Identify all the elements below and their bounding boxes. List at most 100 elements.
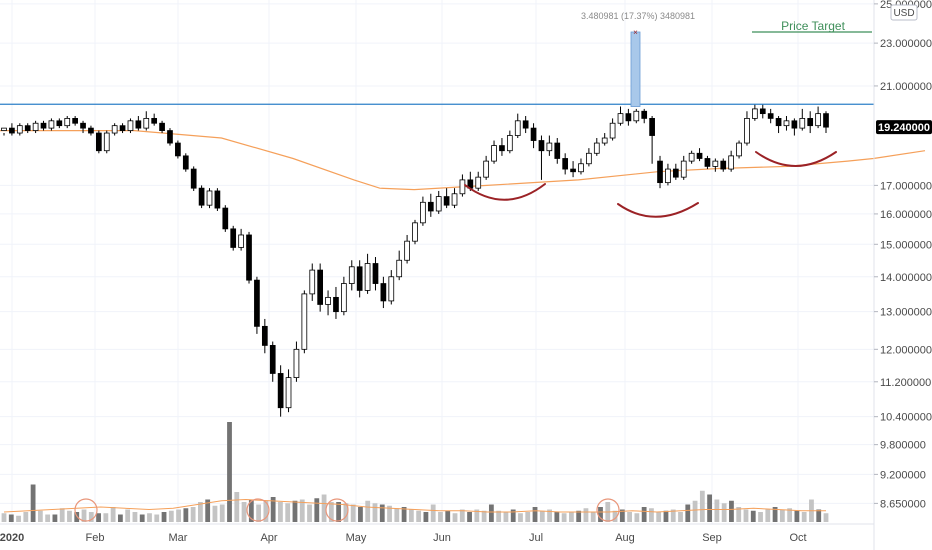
- candle-body-down: [356, 266, 363, 291]
- volume-bar: [816, 509, 822, 522]
- candle-body-up: [728, 155, 735, 170]
- candle: [506, 130, 513, 154]
- candle: [198, 185, 205, 209]
- candle: [48, 118, 55, 131]
- candle: [333, 286, 339, 319]
- volume-bar: [525, 512, 531, 522]
- volume-bar: [794, 510, 800, 522]
- volume-bar: [343, 503, 349, 522]
- candle: [95, 130, 102, 154]
- candle-body-down: [198, 187, 205, 206]
- candle: [759, 104, 766, 119]
- volume-bar: [292, 500, 298, 522]
- currency-label: USD: [893, 8, 914, 19]
- candle: [167, 128, 173, 146]
- candle: [80, 120, 86, 134]
- price-axis[interactable]: 25.00000023.00000021.00000017.00000016.0…: [873, 0, 932, 550]
- candle-body-down: [704, 158, 711, 167]
- candle: [593, 138, 600, 156]
- volume-bar: [16, 515, 21, 522]
- candle: [823, 111, 829, 134]
- candle-body-up: [435, 196, 442, 212]
- volume-bar: [663, 510, 669, 522]
- candle-body-up: [799, 118, 806, 129]
- candle: [459, 174, 466, 197]
- candle-body-down: [269, 345, 276, 374]
- volume-marker-circle: [246, 498, 270, 522]
- price-tick-label: 21.000000: [880, 81, 932, 93]
- volume-bar: [619, 509, 625, 522]
- candle-body-up: [48, 120, 55, 129]
- volume-bar: [321, 494, 327, 522]
- price-tick-label: 11.200000: [880, 377, 931, 389]
- candle: [277, 365, 284, 417]
- volume-bar: [285, 503, 291, 522]
- date-tick-label: Jun: [433, 532, 451, 544]
- volume-bar: [714, 499, 720, 522]
- candle-body-down: [182, 155, 189, 170]
- candle-body-down: [72, 118, 78, 124]
- candle-body-down: [333, 296, 339, 313]
- candle-body-down: [9, 127, 15, 134]
- candle: [301, 290, 308, 354]
- cup-arc: [464, 183, 546, 201]
- candle-body-down: [119, 125, 126, 131]
- candle-body-down: [807, 118, 814, 127]
- candle-body-down: [427, 201, 434, 212]
- candle: [151, 113, 158, 126]
- candle: [570, 161, 576, 178]
- candle-body-up: [506, 135, 513, 152]
- candle-body-up: [388, 276, 395, 302]
- candle: [309, 263, 316, 301]
- volume-bar: [474, 509, 480, 522]
- volume-bar: [358, 507, 363, 522]
- candle: [230, 225, 237, 251]
- candle-body-up: [301, 293, 308, 350]
- candle-body-down: [625, 113, 632, 122]
- candle: [364, 253, 371, 294]
- volume-bar: [772, 507, 778, 522]
- last-price-tag: 19.240000: [876, 120, 932, 135]
- volume-bar: [248, 499, 254, 522]
- volume-bar: [692, 500, 698, 522]
- volume-bar: [670, 509, 676, 522]
- candle: [56, 118, 63, 129]
- candle-body-down: [88, 127, 94, 134]
- volume-bar: [736, 507, 742, 522]
- candle: [261, 318, 268, 354]
- candle-body-up: [475, 176, 482, 189]
- price-tick-label: 10.400000: [880, 412, 932, 424]
- measure-bar[interactable]: [630, 31, 641, 107]
- candle: [72, 116, 78, 126]
- candle-body-down: [317, 269, 324, 305]
- volume-bar: [198, 502, 203, 522]
- candle-body-down: [175, 142, 181, 157]
- volume-pane: [1, 422, 829, 522]
- candle-body-down: [641, 110, 648, 119]
- candle: [269, 341, 276, 382]
- candle-body-up: [514, 120, 521, 136]
- candle: [40, 120, 47, 131]
- candle-body-up: [783, 120, 790, 127]
- volume-bar: [561, 513, 567, 522]
- volume-bar: [823, 513, 829, 522]
- volume-bar: [176, 509, 181, 522]
- volume-bar: [496, 510, 502, 522]
- volume-bar: [154, 514, 160, 522]
- volume-bar: [219, 504, 225, 522]
- candle: [143, 111, 150, 131]
- volume-bar: [81, 509, 87, 522]
- time-axis[interactable]: 2020 Feb Mar Apr May Jun Jul Aug Sep Oct: [0, 523, 874, 544]
- measure-cross-icon: ×: [633, 28, 638, 37]
- candle-body-down: [40, 122, 47, 129]
- volume-bar: [707, 494, 713, 522]
- volume-bar: [350, 504, 356, 522]
- candle-body-up: [617, 113, 624, 124]
- currency-badge[interactable]: USD: [890, 4, 918, 21]
- candle-body-up: [712, 160, 719, 167]
- candle: [420, 196, 426, 226]
- volume-bar: [379, 504, 385, 522]
- price-tick-label: 9.800000: [880, 440, 926, 452]
- candle-body-up: [815, 113, 821, 127]
